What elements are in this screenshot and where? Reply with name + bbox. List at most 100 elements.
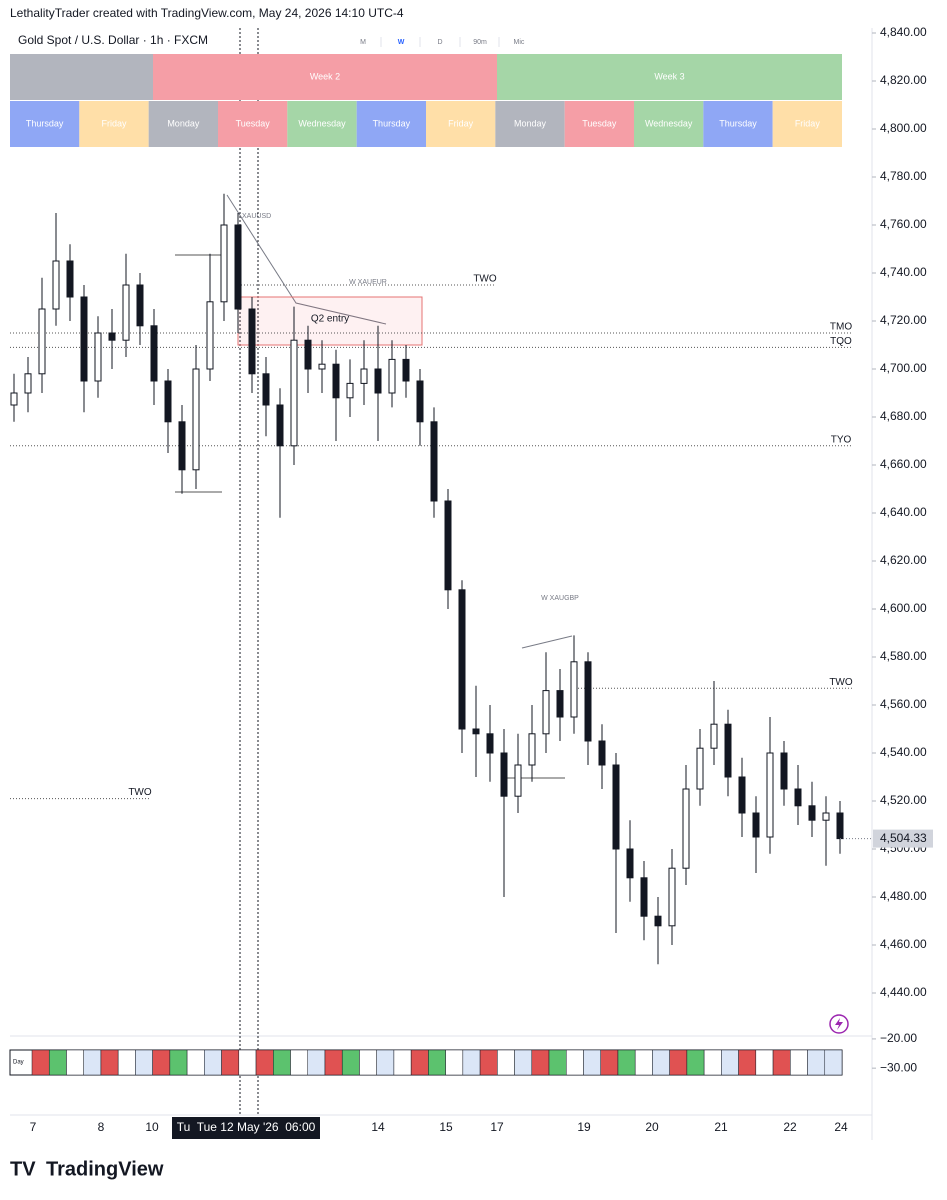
strip-cell (721, 1049, 739, 1076)
strip-cell (566, 1049, 584, 1076)
x-tick-label: 7 (30, 1120, 37, 1134)
crosshair-box (172, 1117, 320, 1139)
strip-cell (652, 1049, 670, 1076)
candle-body (66, 260, 74, 298)
y-tick-label: 4,640.00 (880, 505, 927, 519)
day-band (356, 101, 426, 147)
crosshair-label: Tu Tue 12 May '26 06:00 (177, 1120, 316, 1134)
candle-body (542, 690, 550, 735)
candle-body (248, 308, 256, 375)
y-tick-label: 4,620.00 (880, 553, 927, 567)
alert-bolt (835, 1018, 843, 1030)
candle-body (822, 812, 830, 821)
strip-cell (221, 1049, 240, 1076)
candle-body (220, 224, 228, 303)
week-band (497, 54, 842, 100)
candle-body (528, 733, 536, 766)
timeframe-button[interactable]: D (437, 39, 442, 46)
strip-cell (790, 1049, 808, 1076)
candle-body (724, 723, 732, 778)
zone-label: Q2 entry (311, 314, 349, 325)
symbol: Gold Spot / U.S. Dollar · 1h · FXCM (18, 33, 208, 47)
timeframe-button[interactable]: W (398, 39, 405, 46)
candle-body (710, 723, 718, 749)
strip-cell (686, 1049, 705, 1076)
strip-cell (445, 1049, 464, 1076)
day-band (634, 101, 704, 147)
timeframe-button[interactable]: M (360, 39, 366, 46)
candle-body (290, 339, 298, 447)
y-tick-label: 4,580.00 (880, 649, 927, 663)
day-label: Wednesday (298, 118, 346, 128)
candle-body (388, 358, 396, 394)
x-tick-label: 22 (783, 1120, 797, 1134)
candle-body (682, 788, 690, 869)
candle-body (178, 421, 186, 471)
candle-body (262, 373, 270, 406)
candle-body (276, 404, 284, 447)
chart-layer: M W D 90m Mic Week 2 Week 3 Thursday Friday Monda… (9, 25, 933, 1139)
day-band (495, 101, 565, 147)
strip-cell (531, 1049, 550, 1076)
strip-cell (324, 1049, 343, 1076)
candle-body (52, 260, 60, 310)
day-band (148, 101, 218, 147)
candle-body (402, 358, 410, 382)
level-label: TWO (473, 274, 497, 285)
strip-cell (738, 1049, 757, 1076)
candle-body (346, 382, 354, 399)
strip-cell (755, 1049, 774, 1076)
candle-body (304, 339, 312, 370)
candle-body (654, 915, 662, 927)
day-label: Wednesday (645, 118, 693, 128)
strip-cell (341, 1049, 360, 1076)
strip-cell (669, 1049, 688, 1076)
day-band (79, 101, 149, 147)
day-label: Thursday (373, 118, 411, 128)
strip-label: Day (13, 1060, 24, 1066)
brand-mark: TV (10, 1158, 36, 1180)
last-price-box (873, 829, 933, 848)
candle-body (598, 740, 606, 766)
alert-icon[interactable] (829, 1014, 849, 1034)
strip-cell (428, 1049, 446, 1076)
candle-body (192, 368, 200, 471)
y-tick-label: 4,520.00 (880, 793, 927, 807)
level-label: TMO (830, 322, 852, 333)
day-band (10, 101, 80, 147)
strip-cell (307, 1049, 326, 1076)
timeframe-button[interactable]: 90m (473, 39, 487, 46)
x-tick-label: 10 (145, 1120, 159, 1134)
candle-body (570, 661, 578, 718)
day-band (703, 101, 773, 147)
strip-cell (703, 1049, 722, 1076)
level-label: TWO (128, 787, 152, 798)
timeframe-button[interactable]: Mic (514, 39, 525, 46)
strip-cell (100, 1049, 119, 1076)
day-band (564, 101, 634, 147)
y-tick-label: −30.00 (880, 1060, 917, 1074)
strip-cell (514, 1049, 533, 1076)
x-tick-label: 20 (645, 1120, 659, 1134)
candle-body (500, 752, 508, 797)
x-tick-label: 21 (714, 1120, 728, 1134)
y-tick-label: 4,740.00 (880, 265, 927, 279)
strip-cell (376, 1049, 395, 1076)
strip-cell (393, 1049, 412, 1076)
annotation: W XAUGBP (541, 595, 579, 602)
strip-cell (66, 1049, 84, 1076)
candle-body (150, 325, 158, 382)
day-label: Thursday (26, 118, 64, 128)
strip-cell (169, 1049, 188, 1076)
y-tick-label: 4,720.00 (880, 313, 927, 327)
y-tick-label: 4,440.00 (880, 985, 927, 999)
candle-body (486, 733, 494, 754)
day-band (218, 101, 288, 147)
strip-cell (186, 1049, 205, 1076)
strip-cell (548, 1049, 567, 1076)
candle-body (472, 728, 480, 735)
candle-body (514, 764, 522, 797)
candle-body (318, 363, 326, 370)
y-tick-label: 4,760.00 (880, 217, 927, 231)
strip-cell (83, 1049, 102, 1076)
